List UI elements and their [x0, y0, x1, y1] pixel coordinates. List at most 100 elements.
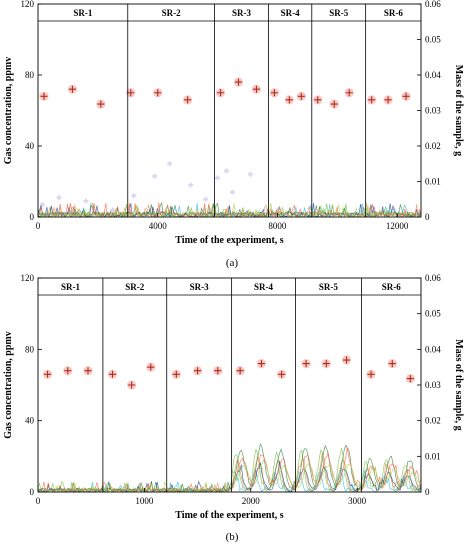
- mass-points: [39, 77, 411, 109]
- mass-point: [343, 356, 351, 364]
- x-axis-title: Time of the experiment, s: [175, 235, 284, 246]
- mass-point: [278, 370, 286, 378]
- mass-point: [252, 85, 260, 93]
- y-tick-label: 80: [25, 344, 35, 354]
- axes: 0 1000 2000 3000 0 40 80 120 0 0.01 0.02 0.03 0.04 0.…: [3, 273, 464, 521]
- x-tick-label: 0: [36, 496, 41, 506]
- mass-point: [44, 370, 52, 378]
- panel-label: (a): [226, 257, 239, 269]
- mass-point: [184, 96, 192, 104]
- mass-point: [64, 367, 72, 375]
- y2-tick-label: 0.04: [425, 344, 441, 354]
- gas-traces: [37, 161, 422, 219]
- mass-point: [236, 367, 244, 375]
- mass-point: [97, 100, 105, 108]
- y-tick-label: 0: [30, 487, 35, 497]
- faint-point-v: [204, 196, 207, 202]
- mass-point: [68, 85, 76, 93]
- y2-tick-label: 0.03: [425, 380, 441, 390]
- x-tick-label: 0: [36, 221, 41, 231]
- gas-series-line-7: [37, 458, 422, 493]
- y2-tick-label: 0: [425, 212, 430, 222]
- y-tick-label: 120: [21, 0, 35, 9]
- segment-label: SR-6: [382, 282, 402, 292]
- x-tick-label: 3000: [348, 496, 367, 506]
- segment-label: SR-6: [384, 8, 404, 18]
- plot-frame: [37, 3, 422, 218]
- mass-point: [322, 360, 330, 368]
- mass-point: [108, 370, 116, 378]
- mass-point: [127, 89, 135, 97]
- faint-point-v: [231, 189, 234, 195]
- mass-point: [257, 360, 265, 368]
- segment-label: SR-5: [329, 8, 349, 18]
- mass-point: [285, 96, 293, 104]
- faint-point-v: [216, 175, 219, 181]
- mass-point: [217, 89, 225, 97]
- mass-point: [402, 92, 410, 100]
- mass-point: [194, 367, 202, 375]
- y2-tick-label: 0.06: [425, 273, 441, 283]
- plot-frame: [37, 277, 422, 493]
- chart-panel-b: SR-1 SR-2 SR-3 SR-4 SR-5 SR-6 0 1000 2000 3000 0 40…: [3, 273, 464, 543]
- segments: SR-1 SR-2 SR-3 SR-4 SR-5 SR-6: [38, 4, 421, 217]
- y-tick-label: 80: [25, 70, 35, 80]
- mass-point: [330, 100, 338, 108]
- y2-tick-label: 0.04: [425, 70, 441, 80]
- axes: 0 4000 8000 12000 0 40 80 120 0 0.01 0.02 0.03 0.04 0…: [3, 0, 464, 246]
- x-tick-label: 8000: [268, 221, 287, 231]
- x-tick-label: 1000: [135, 496, 154, 506]
- y2-tick-label: 0.03: [425, 106, 441, 116]
- y-axis-title: Gas concentration, ppmv: [3, 57, 14, 165]
- y-tick-label: 120: [21, 273, 35, 283]
- mass-point: [154, 89, 162, 97]
- mass-point: [345, 89, 353, 97]
- segment-label: SR-1: [73, 8, 93, 18]
- panel-label: (b): [226, 531, 239, 543]
- mass-point: [40, 92, 48, 100]
- faint-point-v: [57, 194, 60, 200]
- mass-points: [42, 355, 415, 390]
- y-axis-title: Gas concentration, ppmv: [3, 331, 14, 439]
- faint-point-v: [249, 171, 252, 177]
- mass-point: [302, 360, 310, 368]
- segment-label: SR-4: [281, 8, 301, 18]
- mass-point: [297, 92, 305, 100]
- y2-tick-label: 0.01: [425, 451, 441, 461]
- chart-panel-a: SR-1 SR-2 SR-3 SR-4 SR-5 SR-6 0 4000 8000 12000 0 4…: [3, 0, 464, 269]
- y-tick-label: 40: [25, 416, 35, 426]
- y2-tick-label: 0.05: [425, 309, 441, 319]
- segments: SR-1 SR-2 SR-3 SR-4 SR-5 SR-6: [38, 278, 421, 492]
- segment-label: SR-3: [232, 8, 252, 18]
- segment-label: SR-3: [190, 282, 210, 292]
- y-tick-label: 0: [30, 212, 35, 222]
- mass-point: [84, 367, 92, 375]
- faint-point-v: [225, 168, 228, 174]
- faint-point-v: [168, 161, 171, 167]
- x-axis-title: Time of the experiment, s: [175, 510, 284, 521]
- mass-point: [314, 96, 322, 104]
- mass-point: [172, 370, 180, 378]
- x-tick-label: 2000: [242, 496, 261, 506]
- mass-point: [128, 381, 136, 389]
- x-tick-label: 12000: [386, 221, 409, 231]
- mass-point: [384, 96, 392, 104]
- mass-point: [234, 78, 242, 86]
- y2-tick-label: 0: [425, 487, 430, 497]
- mass-point: [214, 367, 222, 375]
- mass-point: [270, 89, 278, 97]
- x-tick-label: 4000: [149, 221, 168, 231]
- gas-series-line-7: [37, 202, 422, 218]
- gas-traces: [37, 442, 422, 493]
- mass-point: [406, 375, 414, 383]
- faint-point-v: [41, 202, 44, 208]
- y2-tick-label: 0.06: [425, 0, 441, 9]
- gas-series-line-5: [37, 442, 422, 493]
- y-tick-label: 40: [25, 141, 35, 151]
- segment-label: SR-5: [319, 282, 339, 292]
- y2-tick-label: 0.01: [425, 177, 441, 187]
- mass-point: [368, 96, 376, 104]
- mass-point: [147, 363, 155, 371]
- y2-tick-label: 0.02: [425, 416, 441, 426]
